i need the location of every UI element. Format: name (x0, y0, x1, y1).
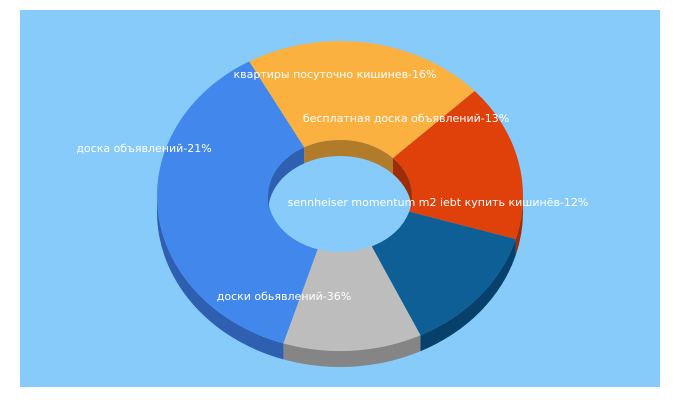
slice-2[interactable] (392, 91, 523, 240)
chart-panel: доски обьявлений-36% доска объявлений-21%… (20, 10, 660, 387)
slice-label-0: доски обьявлений-36% (217, 290, 351, 303)
slice-label-4: sennheiser momentum m2 iebt купить кишин… (288, 196, 589, 209)
slice-3[interactable] (371, 211, 516, 336)
donut-hole (268, 140, 412, 252)
slice-4[interactable] (283, 246, 421, 352)
slice-label-1: доска объявлений-21% (76, 142, 211, 155)
slice-side-3 (420, 239, 516, 352)
donut-chart: доски обьявлений-36% доска объявлений-21%… (76, 41, 588, 367)
slice-0[interactable] (157, 61, 318, 344)
slice-hole-wall-0 (268, 147, 305, 212)
slice-labels: доски обьявлений-36% доска объявлений-21%… (76, 68, 588, 303)
slice-side-4 (283, 335, 421, 367)
slice-label-2: квартиры посуточно кишинев-16% (234, 68, 437, 81)
slice-hole-wall-2 (392, 158, 412, 212)
slice-hole-wall-1 (304, 140, 393, 175)
slice-1[interactable] (249, 41, 475, 159)
slice-side-2 (515, 196, 523, 256)
donut-slices (157, 41, 523, 352)
slice-label-3: бесплатная доска объявлений-13% (303, 112, 509, 125)
slice-side-0 (157, 196, 284, 360)
